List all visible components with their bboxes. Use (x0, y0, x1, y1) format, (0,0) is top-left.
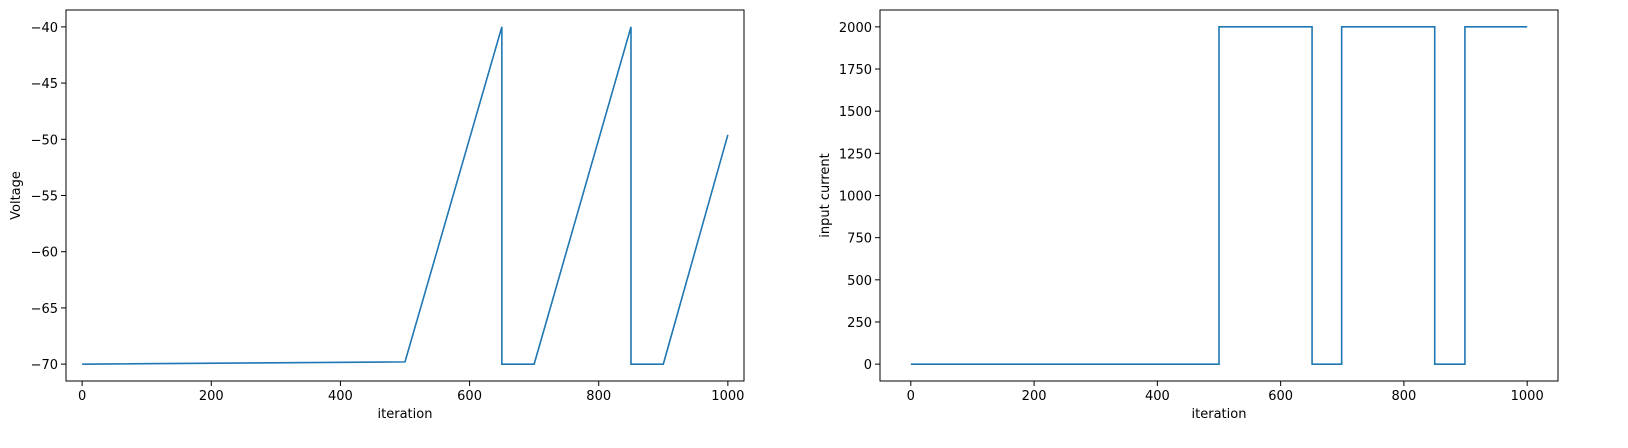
x-tick-label-voltage: 400 (328, 389, 353, 404)
y-tick-label-input-current: 1250 (839, 147, 872, 162)
ticks-voltage: 0 200 400 600 800 1000 −70 −65 −60 −55 −50 −45 −40 (31, 21, 745, 404)
y-tick-label-input-current: 750 (847, 232, 872, 247)
y-tick-label-voltage: −65 (31, 302, 58, 317)
y-tick-label-input-current: 1500 (839, 105, 872, 120)
x-tick-label-voltage: 0 (78, 389, 86, 404)
x-axis-label-voltage: iteration (378, 407, 433, 422)
x-tick-label-input-current: 800 (1391, 389, 1416, 404)
x-tick-label-input-current: 600 (1268, 389, 1293, 404)
y-tick-label-voltage: −40 (31, 21, 58, 36)
y-tick-label-input-current: 1000 (839, 190, 872, 205)
x-tick-label-input-current: 1000 (1511, 389, 1544, 404)
x-tick-label-input-current: 0 (907, 389, 915, 404)
y-tick-label-input-current: 2000 (839, 21, 872, 36)
series-line-voltage (82, 26, 729, 365)
x-tick-label-voltage: 800 (586, 389, 611, 404)
y-tick-label-input-current: 1750 (839, 63, 872, 78)
x-tick-label-voltage: 1000 (711, 389, 744, 404)
y-tick-label-voltage: −55 (31, 190, 58, 205)
x-tick-label-voltage: 200 (199, 389, 224, 404)
ticks-input-current: 0 200 400 600 800 1000 0 250 500 750 1000 1250 1500 1… (839, 21, 1544, 404)
y-axis-label-input-current: input current (818, 153, 833, 237)
x-axis-label-input-current: iteration (1192, 407, 1247, 422)
y-tick-label-input-current: 0 (864, 358, 872, 373)
y-tick-label-voltage: −45 (31, 77, 58, 92)
y-tick-label-voltage: −60 (31, 246, 58, 261)
y-tick-label-voltage: −50 (31, 133, 58, 148)
y-tick-label-input-current: 500 (847, 274, 872, 289)
y-axis-label-voltage: Voltage (9, 171, 24, 220)
x-tick-label-input-current: 200 (1022, 389, 1047, 404)
x-tick-label-input-current: 400 (1145, 389, 1170, 404)
y-tick-label-input-current: 250 (847, 316, 872, 331)
series-line-input-current (910, 26, 1528, 365)
chart-input-current: 0 200 400 600 800 1000 0 250 500 750 1000 1250 1500 1… (818, 9, 1559, 422)
y-tick-label-voltage: −70 (31, 358, 58, 373)
x-tick-label-voltage: 600 (457, 389, 482, 404)
chart-voltage: 0 200 400 600 800 1000 −70 −65 −60 −55 −50 −45 −40 i… (9, 9, 745, 422)
